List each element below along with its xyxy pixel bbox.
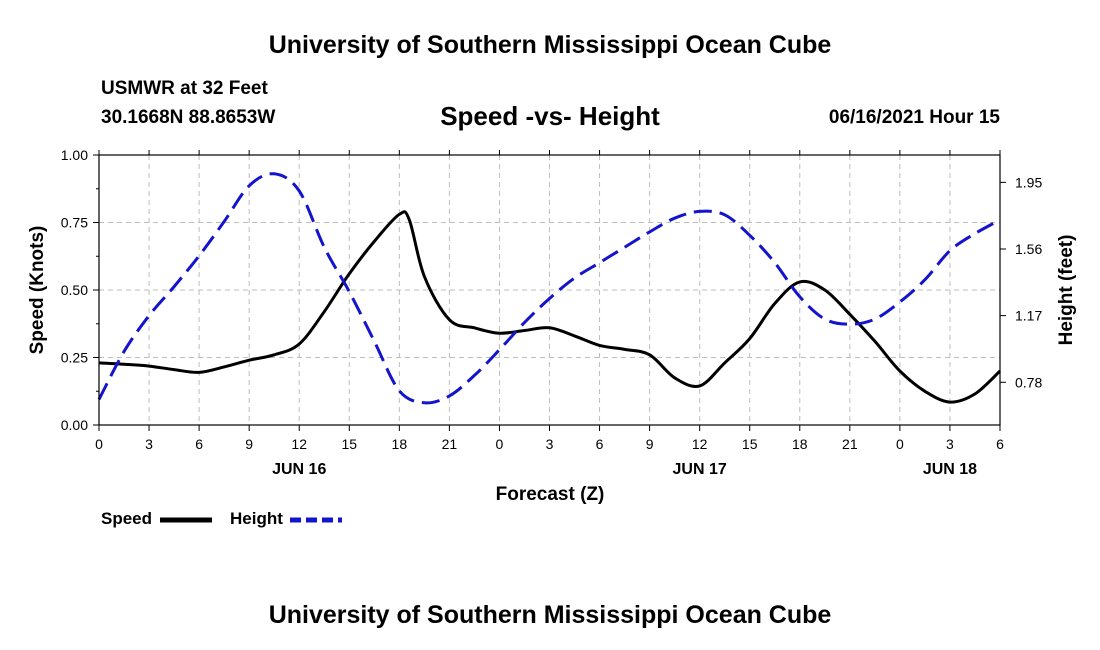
y2-tick-label: 1.95 bbox=[1015, 174, 1042, 190]
x-tick-label: 3 bbox=[145, 436, 153, 452]
grid-lines bbox=[99, 155, 1000, 425]
y-tick-label: 1.00 bbox=[61, 147, 88, 163]
station-coordinates: 30.1668N 88.8653W bbox=[101, 107, 276, 128]
height-series-line bbox=[97, 172, 1001, 405]
x-tick-label: 9 bbox=[646, 436, 654, 452]
x-tick-label: 9 bbox=[245, 436, 253, 452]
x-tick-label: 12 bbox=[692, 436, 708, 452]
x-tick-label: 18 bbox=[392, 436, 408, 452]
y2-tick-label: 1.17 bbox=[1015, 308, 1042, 324]
x-tick-label: 6 bbox=[996, 436, 1004, 452]
x-tick-label: 15 bbox=[341, 436, 357, 452]
y-tick-label: 0.00 bbox=[61, 417, 88, 433]
legend-height-label: Height bbox=[230, 509, 283, 528]
station-name: USMWR at 32 Feet bbox=[101, 78, 268, 99]
legend-speed-label: Speed bbox=[101, 509, 153, 528]
chart-top-title: University of Southern Mississippi Ocean… bbox=[268, 31, 832, 59]
y2-axis-label: Height (feet) bbox=[1056, 235, 1077, 346]
x-tick-label: 6 bbox=[195, 436, 203, 452]
x-tick-label: 3 bbox=[946, 436, 954, 452]
day-label: JUN 17 bbox=[673, 461, 727, 478]
x-tick-label: 6 bbox=[596, 436, 604, 452]
y-tick-label: 0.50 bbox=[61, 282, 88, 298]
x-tick-label: 18 bbox=[792, 436, 808, 452]
x-axis-label: Forecast (Z) bbox=[496, 484, 605, 505]
y-axis-label: Speed (Knots) bbox=[27, 226, 48, 355]
chart-bottom-title: University of Southern Mississippi Ocean… bbox=[268, 601, 832, 629]
y2-tick-label: 1.56 bbox=[1015, 241, 1042, 257]
chart-title: Speed -vs- Height bbox=[440, 101, 660, 131]
x-tick-label: 21 bbox=[842, 436, 858, 452]
x-tick-label: 3 bbox=[546, 436, 554, 452]
y2-tick-label: 0.78 bbox=[1015, 374, 1042, 390]
x-tick-label: 0 bbox=[896, 436, 904, 452]
x-tick-label: 15 bbox=[742, 436, 758, 452]
day-label: JUN 18 bbox=[923, 461, 977, 478]
y-tick-label: 0.25 bbox=[61, 350, 88, 366]
forecast-datetime: 06/16/2021 Hour 15 bbox=[828, 107, 1000, 128]
speed-series-line bbox=[98, 210, 1002, 404]
x-tick-label: 0 bbox=[95, 436, 103, 452]
x-tick-label: 21 bbox=[442, 436, 458, 452]
y-tick-label: 0.75 bbox=[61, 215, 88, 231]
x-tick-label: 12 bbox=[291, 436, 307, 452]
day-label: JUN 16 bbox=[272, 461, 326, 478]
axes: 0 3 6 9 12 15 18 21 0 3 6 9 12 15 18 21 0 3 6 JUN 16 JUN 17 J… bbox=[61, 147, 1043, 478]
x-tick-label: 0 bbox=[496, 436, 504, 452]
series-lines bbox=[97, 172, 1002, 405]
